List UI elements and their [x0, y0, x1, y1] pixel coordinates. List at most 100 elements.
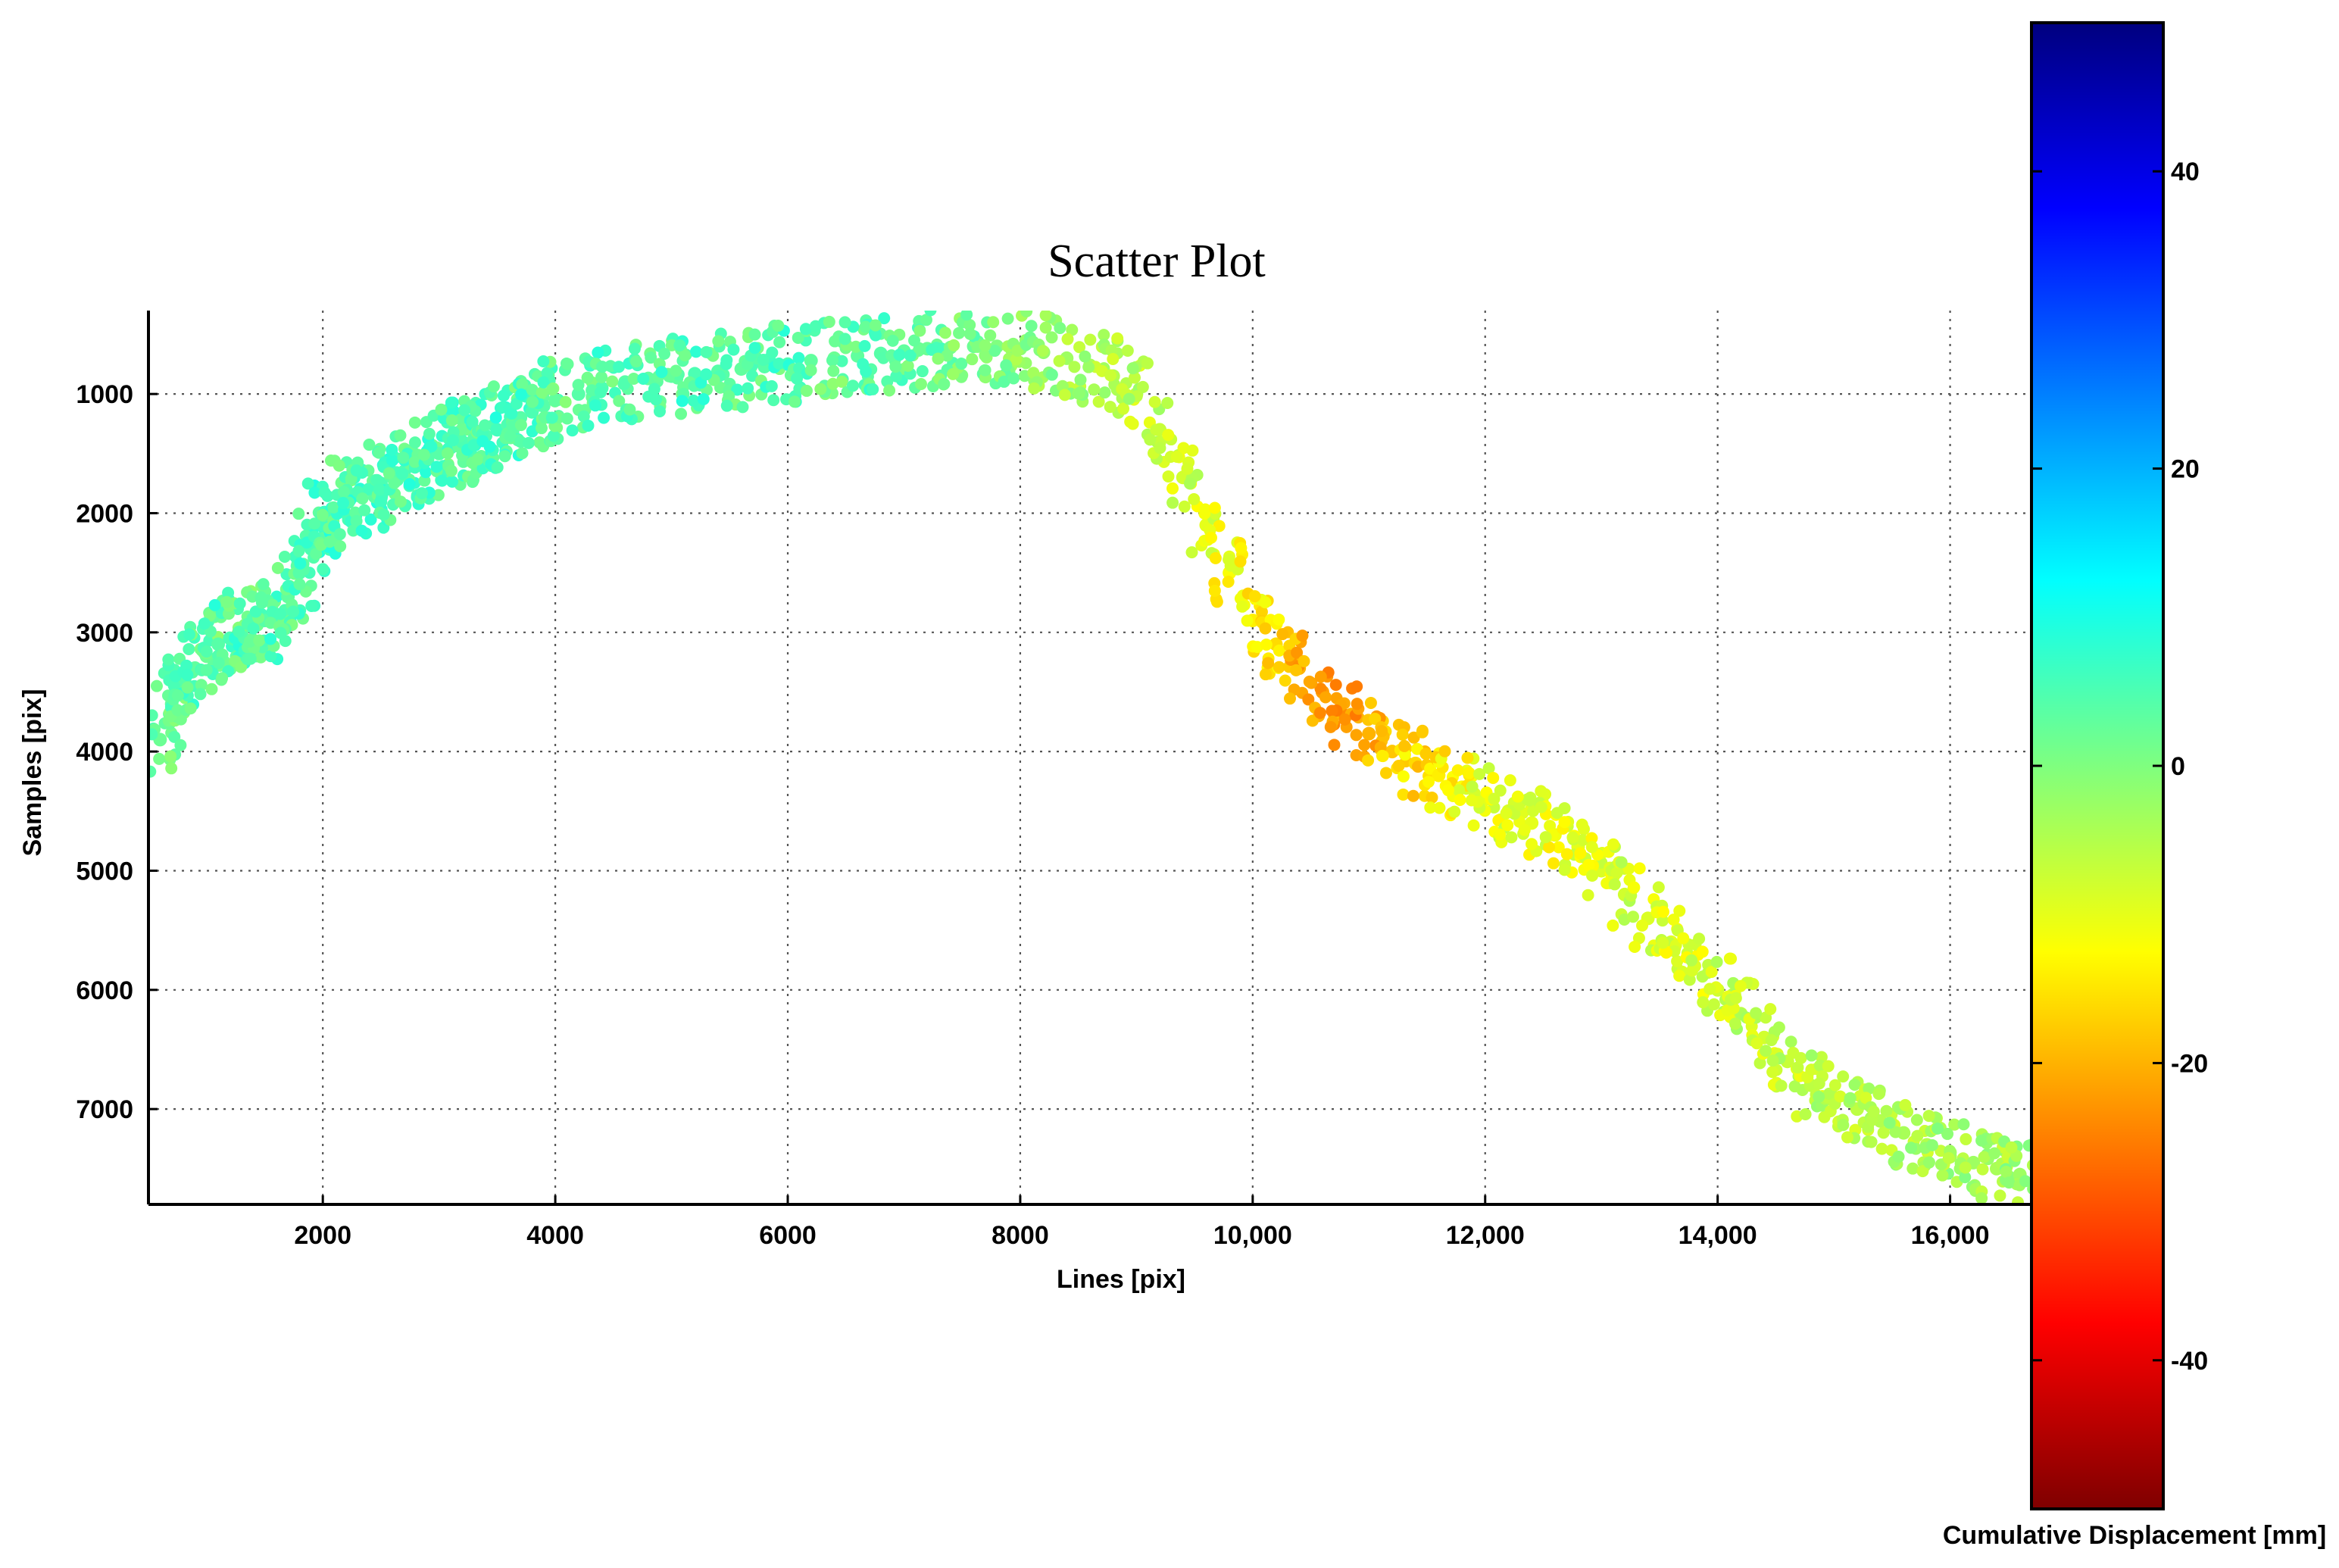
scatter-point-cloud-0-63-9: [1223, 553, 1235, 566]
scatter-point-cloud-0-14-15: [308, 517, 321, 530]
scatter-point-cloud-0-32-9: [522, 436, 535, 449]
scatter-point-cloud-0-56-10: [1066, 323, 1079, 336]
scatter-point-cloud-0-59-14: [1126, 362, 1139, 375]
x-tick-label-6: 14,000: [1679, 1221, 1757, 1250]
scatter-point-cloud-0-90-9: [1848, 1079, 1861, 1092]
y-tick-label-4: 5000: [76, 857, 133, 886]
scatter-point-cloud-0-65-13: [1273, 661, 1285, 673]
scatter-point-cloud-0-13-4: [292, 545, 305, 558]
scatter-point-cloud-0-78-12: [1558, 864, 1571, 876]
scatter-point-cloud-0-44-13: [772, 319, 785, 332]
scatter-point-cloud-0-59-15: [1123, 392, 1135, 405]
scatter-point-cloud-0-79-11: [1585, 841, 1598, 854]
scatter-point-cloud-0-21-2: [386, 454, 399, 467]
scatter-point-cloud-0-47-10: [838, 316, 851, 329]
y-tick-label-3: 4000: [76, 738, 133, 767]
scatter-point-cloud-0-22-4: [408, 436, 421, 449]
scatter-point-cloud-0-80-14: [1608, 878, 1621, 891]
scatter-point-cloud-0-45-6: [792, 331, 804, 344]
scatter-point-cloud-0-75-11: [1494, 784, 1507, 797]
scatter-point-cloud-0-0-2: [148, 765, 157, 778]
scatter-point-cloud-0-0-7: [153, 752, 166, 765]
y-tick-label-5: 6000: [76, 976, 133, 1005]
scatter-point-cloud-0-27-14: [458, 404, 471, 417]
scatter-point-0-69: [1362, 726, 1376, 741]
scatter-point-cloud-0-78-8: [1585, 832, 1598, 845]
scatter-point-cloud-0-40-5: [689, 345, 702, 358]
scatter-point-cloud-0-33-3: [526, 383, 539, 396]
scatter-point-cloud-0-54-10: [1011, 344, 1024, 357]
scatter-point-cloud-0-24-4: [425, 440, 438, 453]
scatter-point-cloud-0-48-15: [869, 319, 882, 332]
scatter-point-cloud-0-49-8: [889, 361, 902, 373]
scatter-point-cloud-0-2-12: [183, 643, 195, 656]
scatter-point-cloud-0-76-15: [1535, 785, 1547, 798]
scatter-point-cloud-0-18-7: [350, 464, 363, 477]
scatter-point-cloud-0-56-14: [1061, 333, 1074, 345]
scatter-point-cloud-0-47-12: [859, 320, 872, 333]
scatter-point-cloud-0-77-14: [1550, 807, 1563, 820]
colorbar: 40 20 0 -20 -40 Cumulative Displacement [mm]: [1943, 21, 2326, 1550]
scatter-point-cloud-0-77-8: [1543, 841, 1556, 854]
scatter-point-cloud-0-83-2: [1673, 970, 1686, 982]
y-tick-label-2: 3000: [76, 619, 133, 648]
scatter-point-cloud-0-35-5: [572, 379, 585, 392]
scatter-point-cloud-0-73-14: [1461, 751, 1474, 764]
scatter-point-cloud-0-68-7: [1326, 704, 1338, 717]
scatter-point-cloud-0-49-7: [893, 348, 906, 361]
scatter-point-cloud-0-60-13: [1154, 442, 1166, 454]
scatter-point-cloud-0-23-5: [432, 489, 445, 501]
scatter-point-cloud-0-67-4: [1302, 693, 1315, 706]
scatter-point-cloud-0-78-7: [1560, 848, 1573, 861]
scatter-point-cloud-0-48-2: [878, 312, 891, 325]
scatter-point-cloud-0-61-10: [1186, 444, 1199, 457]
scatter-point-cloud-0-73-15: [1442, 784, 1455, 797]
scatter-point-cloud-0-46-5: [826, 354, 838, 367]
scatter-point-cloud-0-30-14: [498, 450, 511, 463]
scatter-point-cloud-0-3-12: [181, 681, 194, 694]
scatter-point-cloud-0-92-14: [1892, 1150, 1905, 1163]
scatter-point-cloud-0-55-4: [1045, 368, 1058, 381]
scatter-point-cloud-0-53-12: [1001, 312, 1014, 325]
scatter-point-cloud-0-66-13: [1290, 664, 1303, 676]
scatter-point-cloud-0-89-15: [1834, 1090, 1847, 1103]
scatter-point-cloud-0-91-14: [1875, 1142, 1888, 1155]
scatter-point-cloud-0-61-3: [1166, 482, 1179, 495]
scatter-point-cloud-0-61-13: [1162, 470, 1175, 483]
scatter-point-cloud-0-46-15: [835, 375, 848, 388]
scatter-point-cloud-0-53-15: [998, 375, 1010, 388]
scatter-point-cloud-0-23-15: [408, 416, 421, 429]
scatter-point-cloud-0-15-15: [323, 536, 336, 548]
scatter-point-cloud-0-85-15: [1734, 979, 1747, 992]
scatter-point-cloud-0-95-10: [1960, 1132, 1972, 1145]
scatter-point-cloud-0-51-13: [947, 367, 960, 380]
scatter-point-cloud-0-34-11: [559, 395, 572, 408]
scatter-point-cloud-0-50-11: [913, 324, 926, 337]
scatter-point-cloud-0-4-10: [194, 688, 207, 701]
scatter-point-cloud-0-13-12: [317, 563, 329, 576]
scatter-point-cloud-0-3-11: [181, 669, 194, 682]
scatter-point-cloud-0-79-15: [1586, 869, 1599, 882]
scatter-point-cloud-0-66-14: [1284, 692, 1297, 705]
scatter-point-cloud-0-65-10: [1276, 628, 1289, 641]
scatter-point-cloud-0-46-0: [835, 355, 848, 367]
scatter-point-cloud-0-26-1: [442, 447, 454, 460]
scatter-point-cloud-0-56-0: [1073, 341, 1086, 354]
scatter-point-cloud-0-71-13: [1407, 789, 1419, 802]
scatter-point-cloud-0-38-1: [628, 342, 641, 355]
scatter-point-cloud-0-45-13: [800, 384, 813, 397]
scatter-point-cloud-0-43-2: [748, 328, 761, 341]
scatter-point-cloud-0-78-11: [1566, 831, 1579, 844]
scatter-point-cloud-0-89-4: [1822, 1087, 1835, 1100]
scatter-point-cloud-0-86-15: [1760, 1045, 1772, 1057]
scatter-point-cloud-0-56-15: [1058, 389, 1071, 401]
scatter-point-cloud-0-21-15: [394, 429, 407, 442]
scatter-point-cloud-0-38-14: [637, 372, 650, 385]
scatter-point-cloud-0-90-8: [1837, 1070, 1850, 1083]
scatter-point-cloud-0-67-13: [1314, 670, 1327, 683]
scatter-point-cloud-0-83-4: [1683, 973, 1696, 986]
scatter-point-cloud-0-40-8: [679, 349, 692, 362]
scatter-point-cloud-0-64-12: [1248, 590, 1261, 603]
scatter-point-cloud-0-64-4: [1255, 605, 1268, 618]
scatter-point-cloud-0-12-9: [287, 605, 300, 618]
